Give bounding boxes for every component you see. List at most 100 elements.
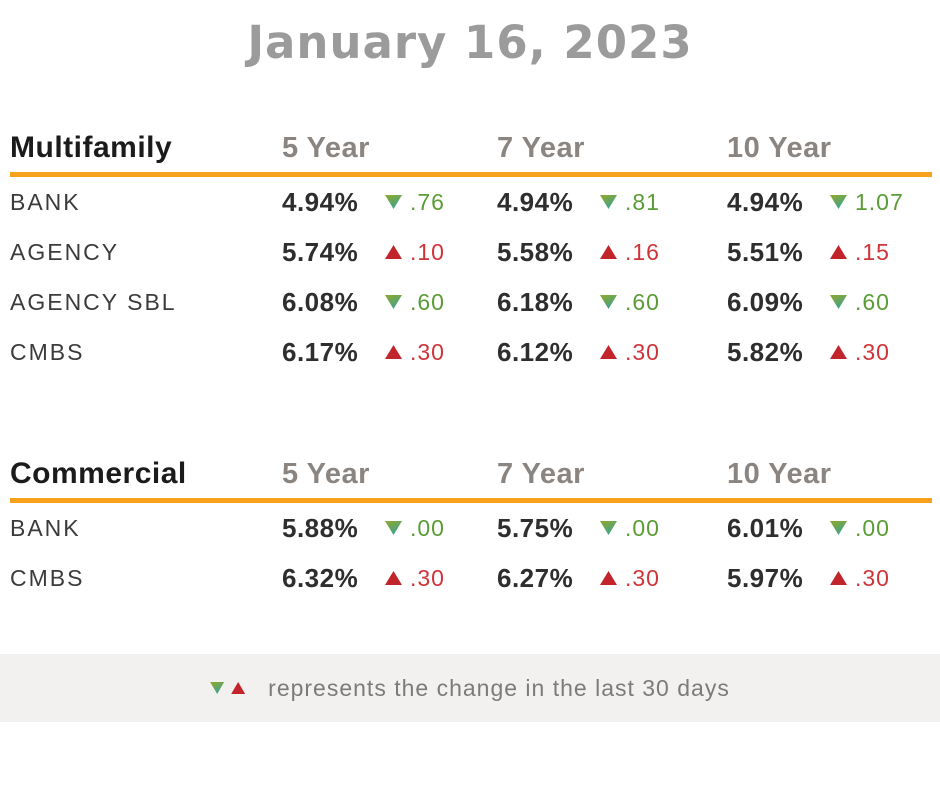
- row-label: AGENCY: [10, 238, 120, 265]
- rate-cell: 6.32% .30: [282, 563, 497, 594]
- section-title-commercial: Commercial: [10, 457, 187, 490]
- rate-cell: 5.75% .00: [497, 513, 727, 544]
- change-value: 1.07: [855, 188, 904, 215]
- change-triangle-icon: [830, 295, 847, 309]
- rate-cell: 6.27% .30: [497, 563, 727, 594]
- change-value: .30: [410, 338, 445, 365]
- change-triangle-icon: [600, 345, 617, 359]
- change-triangle-icon: [830, 345, 847, 359]
- change-indicator: .60: [830, 289, 890, 316]
- rate-cell: 5.82% .30: [727, 337, 932, 368]
- table-row: AGENCY 5.74% .10 5.58% .16 5.51% .15: [10, 227, 932, 277]
- change-indicator: .30: [600, 339, 660, 366]
- change-value: .16: [625, 238, 660, 265]
- column-header-5-year: 5 Year: [282, 458, 370, 490]
- table-row: BANK 4.94% .76 4.94% .81 4.94% 1.07: [10, 177, 932, 227]
- change-triangle-icon: [830, 571, 847, 585]
- rate-value: 6.01%: [727, 512, 804, 543]
- row-label: BANK: [10, 188, 81, 215]
- rate-cell: 6.09% .60: [727, 287, 932, 318]
- change-triangle-icon: [830, 245, 847, 259]
- row-label: CMBS: [10, 564, 85, 591]
- table-row: CMBS 6.17% .30 6.12% .30 5.82% .30: [10, 327, 932, 377]
- row-label: AGENCY SBL: [10, 288, 177, 315]
- legend-text: represents the change in the last 30 day…: [268, 674, 730, 701]
- rate-value: 6.17%: [282, 336, 359, 367]
- change-value: .60: [625, 288, 660, 315]
- commercial-table: Commercial 5 Year 7 Year 10 Year BANK 5.…: [10, 457, 932, 603]
- change-indicator: .00: [830, 515, 890, 542]
- rate-cell: 5.97% .30: [727, 563, 932, 594]
- change-triangle-icon: [600, 521, 617, 535]
- rate-value: 4.94%: [727, 186, 804, 217]
- rate-cell: 4.94% .81: [497, 187, 727, 218]
- rate-cell: 5.58% .16: [497, 237, 727, 268]
- rate-cell: 4.94% .76: [282, 187, 497, 218]
- change-value: .81: [625, 188, 660, 215]
- rate-value: 5.51%: [727, 236, 804, 267]
- multifamily-header-row: Multifamily 5 Year 7 Year 10 Year: [10, 131, 932, 177]
- column-header-10-year: 10 Year: [727, 458, 832, 490]
- rate-value: 5.58%: [497, 236, 574, 267]
- change-indicator: .30: [830, 339, 890, 366]
- change-indicator: .10: [385, 239, 445, 266]
- change-value: .60: [410, 288, 445, 315]
- change-triangle-icon: [385, 245, 402, 259]
- rate-cell: 5.51% .15: [727, 237, 932, 268]
- change-indicator: .30: [830, 565, 890, 592]
- change-value: .30: [625, 564, 660, 591]
- change-indicator: .81: [600, 189, 660, 216]
- change-indicator: .30: [600, 565, 660, 592]
- row-label: BANK: [10, 514, 81, 541]
- rate-value: 5.74%: [282, 236, 359, 267]
- column-header-10-year: 10 Year: [727, 132, 832, 164]
- change-indicator: .00: [600, 515, 660, 542]
- page-title: January 16, 2023: [247, 16, 693, 69]
- rate-value: 6.08%: [282, 286, 359, 317]
- rate-value: 5.75%: [497, 512, 574, 543]
- table-row: BANK 5.88% .00 5.75% .00 6.01% .00: [10, 503, 932, 553]
- change-value: .00: [855, 514, 890, 541]
- change-indicator: .60: [600, 289, 660, 316]
- change-value: .30: [410, 564, 445, 591]
- change-triangle-icon: [385, 345, 402, 359]
- section-title-multifamily: Multifamily: [10, 131, 173, 164]
- table-row: CMBS 6.32% .30 6.27% .30 5.97% .30: [10, 553, 932, 603]
- row-label: CMBS: [10, 338, 85, 365]
- change-value: .30: [855, 338, 890, 365]
- change-triangle-icon: [600, 295, 617, 309]
- rate-cell: 6.01% .00: [727, 513, 932, 544]
- rate-value: 6.27%: [497, 562, 574, 593]
- change-triangle-icon: [600, 571, 617, 585]
- change-triangle-icon: [600, 195, 617, 209]
- change-value: .30: [855, 564, 890, 591]
- rate-cell: 6.18% .60: [497, 287, 727, 318]
- change-value: .15: [855, 238, 890, 265]
- change-value: .30: [625, 338, 660, 365]
- rate-value: 5.88%: [282, 512, 359, 543]
- commercial-header-row: Commercial 5 Year 7 Year 10 Year: [10, 457, 932, 503]
- rate-value: 5.82%: [727, 336, 804, 367]
- rate-value: 5.97%: [727, 562, 804, 593]
- change-indicator: .15: [830, 239, 890, 266]
- table-row: AGENCY SBL 6.08% .60 6.18% .60 6.09% .60: [10, 277, 932, 327]
- rate-cell: 4.94% 1.07: [727, 187, 932, 218]
- down-triangle-icon: [210, 682, 225, 694]
- column-header-5-year: 5 Year: [282, 132, 370, 164]
- rate-cell: 6.17% .30: [282, 337, 497, 368]
- rate-cell: 5.88% .00: [282, 513, 497, 544]
- change-triangle-icon: [385, 295, 402, 309]
- change-triangle-icon: [385, 195, 402, 209]
- multifamily-table: Multifamily 5 Year 7 Year 10 Year BANK 4…: [10, 131, 932, 377]
- change-triangle-icon: [385, 571, 402, 585]
- change-indicator: .30: [385, 565, 445, 592]
- rate-cell: 5.74% .10: [282, 237, 497, 268]
- change-value: .60: [855, 288, 890, 315]
- change-triangle-icon: [830, 195, 847, 209]
- change-indicator: 1.07: [830, 189, 904, 216]
- change-value: .00: [410, 514, 445, 541]
- change-indicator: .00: [385, 515, 445, 542]
- up-triangle-icon: [231, 682, 246, 694]
- column-header-7-year: 7 Year: [497, 458, 585, 490]
- change-indicator: .16: [600, 239, 660, 266]
